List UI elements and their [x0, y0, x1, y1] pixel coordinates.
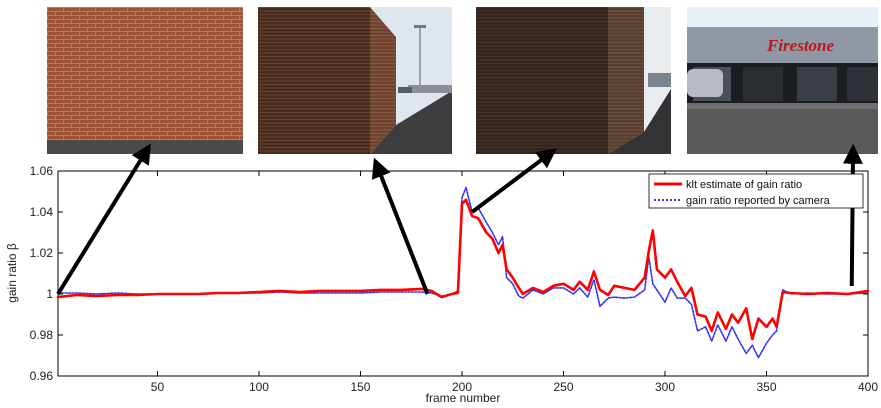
legend-label-camera: gain ratio reported by camera [686, 195, 831, 207]
thumbnail-brick-corner-parking [258, 7, 452, 154]
tick-group: 50 100 150 200 250 300 350 400 0.96 0.98 1 1.02 1.04… [30, 164, 879, 394]
y-tick-label: 0.96 [30, 369, 54, 383]
y-tick-label: 0.98 [30, 328, 54, 342]
y-tick-label: 1.06 [30, 164, 54, 178]
annotation-arrow-brick-corner-dark [470, 148, 557, 214]
firestone-sign-text: Firestone [766, 36, 835, 55]
thumbnail-firestone-storefront: Firestone [687, 7, 878, 154]
y-axis-label: gain ratio β [5, 243, 19, 303]
series-line-klt-estimate [56, 198, 870, 341]
x-tick-label: 250 [553, 380, 573, 394]
series-line-camera-reported [57, 186, 869, 359]
x-axis-label: frame number [426, 391, 501, 405]
legend-label-klt: klt estimate of gain ratio [686, 179, 802, 191]
y-tick-label: 1.04 [30, 205, 54, 219]
x-tick-label: 400 [858, 380, 878, 394]
y-tick-label: 1 [46, 287, 53, 301]
x-tick-label: 200 [452, 380, 472, 394]
annotation-arrow-brick-wall-closeup [56, 143, 151, 296]
annotation-arrow-brick-corner-parking [371, 157, 430, 295]
legend: klt estimate of gain ratio gain ratio re… [648, 173, 864, 209]
thumbnail-brick-wall-closeup [47, 7, 243, 154]
x-tick-label: 150 [350, 380, 370, 394]
series-layer [56, 186, 870, 359]
x-tick-label: 100 [249, 380, 269, 394]
x-tick-label: 350 [756, 380, 776, 394]
x-tick-label: 50 [151, 380, 165, 394]
legend-box [648, 173, 864, 209]
x-tick-label: 300 [655, 380, 675, 394]
y-tick-label: 1.02 [30, 246, 54, 260]
thumbnail-brick-corner-dark [476, 7, 671, 154]
